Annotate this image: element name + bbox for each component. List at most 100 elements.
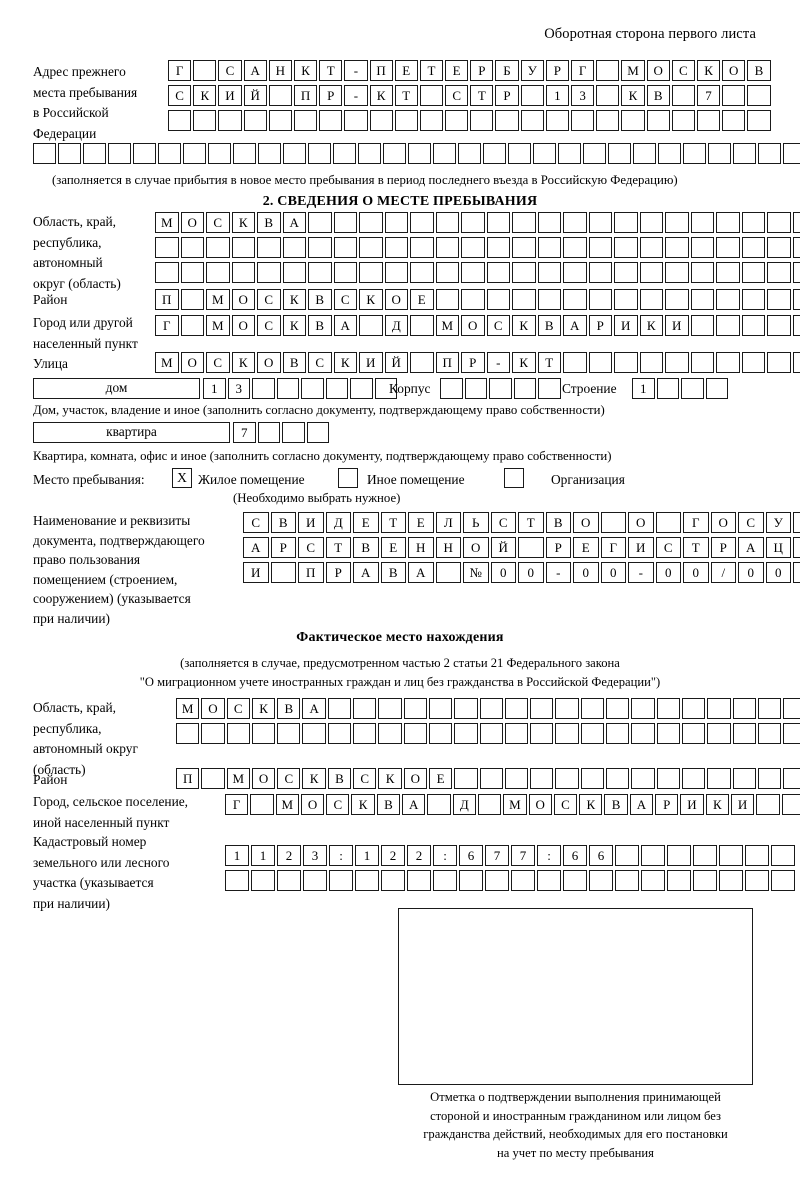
char-cell[interactable]: М (435, 315, 459, 336)
char-cell[interactable] (615, 870, 639, 891)
stay-type-checkbox-residential[interactable]: X (172, 468, 192, 488)
char-cell[interactable] (233, 143, 256, 164)
char-cell[interactable] (193, 60, 217, 81)
char-cell[interactable]: К (621, 85, 645, 106)
char-cell[interactable] (733, 143, 756, 164)
char-cell[interactable] (327, 723, 352, 744)
char-cell[interactable]: П (435, 352, 459, 373)
char-cell[interactable]: У (520, 60, 544, 81)
char-cell[interactable] (722, 110, 746, 131)
char-cell[interactable] (410, 352, 434, 373)
char-cell[interactable] (621, 110, 645, 131)
char-cell[interactable]: С (333, 289, 357, 310)
char-cell[interactable] (537, 237, 561, 258)
char-cell[interactable]: Д (384, 315, 408, 336)
char-cell[interactable] (394, 110, 418, 131)
char-cell[interactable]: Н (408, 537, 434, 558)
char-cell[interactable] (614, 212, 638, 233)
char-cell[interactable] (767, 237, 791, 258)
char-cell[interactable] (353, 698, 377, 719)
char-cell[interactable] (512, 237, 536, 258)
char-cell[interactable] (180, 289, 204, 310)
char-cell[interactable]: Н (268, 60, 292, 81)
char-cell[interactable] (333, 212, 357, 233)
char-cell[interactable] (757, 723, 782, 744)
char-cell[interactable] (614, 237, 638, 258)
char-cell[interactable]: К (512, 315, 536, 336)
char-cell[interactable]: Р (710, 537, 736, 558)
char-cell[interactable]: Г (600, 537, 626, 558)
char-cell[interactable] (665, 352, 689, 373)
char-cell[interactable] (470, 110, 494, 131)
char-cell[interactable] (504, 768, 529, 789)
char-cell[interactable] (183, 143, 206, 164)
char-cell[interactable] (655, 512, 681, 533)
char-cell[interactable]: В (308, 289, 332, 310)
char-cell[interactable] (407, 870, 431, 891)
actual-region-row-2[interactable] (176, 723, 800, 744)
char-cell[interactable] (250, 794, 274, 815)
char-cell[interactable]: К (302, 768, 326, 789)
char-cell[interactable] (596, 85, 620, 106)
char-cell[interactable]: О (251, 768, 276, 789)
char-cell[interactable] (384, 237, 408, 258)
char-cell[interactable] (359, 212, 383, 233)
char-cell[interactable]: : (537, 845, 561, 866)
char-cell[interactable]: Е (445, 60, 469, 81)
char-cell[interactable]: 6 (563, 845, 587, 866)
char-cell[interactable]: 0 (518, 562, 544, 583)
char-cell[interactable] (558, 143, 581, 164)
char-cell[interactable] (639, 212, 663, 233)
char-cell[interactable] (512, 289, 536, 310)
char-cell[interactable] (464, 378, 487, 399)
char-cell[interactable]: Е (408, 512, 434, 533)
char-cell[interactable] (639, 352, 663, 373)
char-cell[interactable] (783, 723, 800, 744)
char-cell[interactable] (180, 237, 204, 258)
char-cell[interactable]: Р (461, 352, 485, 373)
char-cell[interactable] (656, 723, 680, 744)
char-cell[interactable] (665, 289, 689, 310)
char-cell[interactable] (656, 378, 679, 399)
char-cell[interactable]: М (503, 794, 527, 815)
char-cell[interactable] (633, 143, 656, 164)
char-cell[interactable] (454, 723, 478, 744)
char-cell[interactable]: Й (384, 352, 408, 373)
char-cell[interactable]: О (201, 698, 225, 719)
char-cell[interactable] (555, 768, 579, 789)
char-cell[interactable]: 2 (381, 845, 405, 866)
char-cell[interactable]: О (180, 212, 204, 233)
char-cell[interactable] (257, 262, 281, 283)
char-cell[interactable] (545, 110, 569, 131)
char-cell[interactable] (403, 723, 427, 744)
char-cell[interactable]: : (433, 845, 457, 866)
char-cell[interactable] (530, 768, 554, 789)
char-cell[interactable]: В (277, 698, 301, 719)
char-cell[interactable]: О (646, 60, 670, 81)
char-cell[interactable] (741, 352, 765, 373)
char-cell[interactable]: Т (319, 60, 343, 81)
char-cell[interactable] (350, 378, 373, 399)
char-cell[interactable] (512, 262, 536, 283)
char-cell[interactable]: К (251, 698, 276, 719)
char-cell[interactable] (283, 143, 306, 164)
char-cell[interactable] (268, 85, 292, 106)
char-cell[interactable]: М (155, 212, 179, 233)
char-cell[interactable] (588, 352, 612, 373)
char-cell[interactable]: 1 (545, 85, 569, 106)
char-cell[interactable] (741, 237, 765, 258)
char-cell[interactable] (486, 237, 510, 258)
char-cell[interactable]: О (722, 60, 746, 81)
char-cell[interactable] (327, 698, 352, 719)
char-cell[interactable]: К (333, 352, 357, 373)
char-cell[interactable] (369, 110, 393, 131)
char-cell[interactable]: - (486, 352, 510, 373)
char-cell[interactable]: 7 (485, 845, 509, 866)
char-cell[interactable] (533, 143, 556, 164)
char-cell[interactable] (302, 723, 326, 744)
